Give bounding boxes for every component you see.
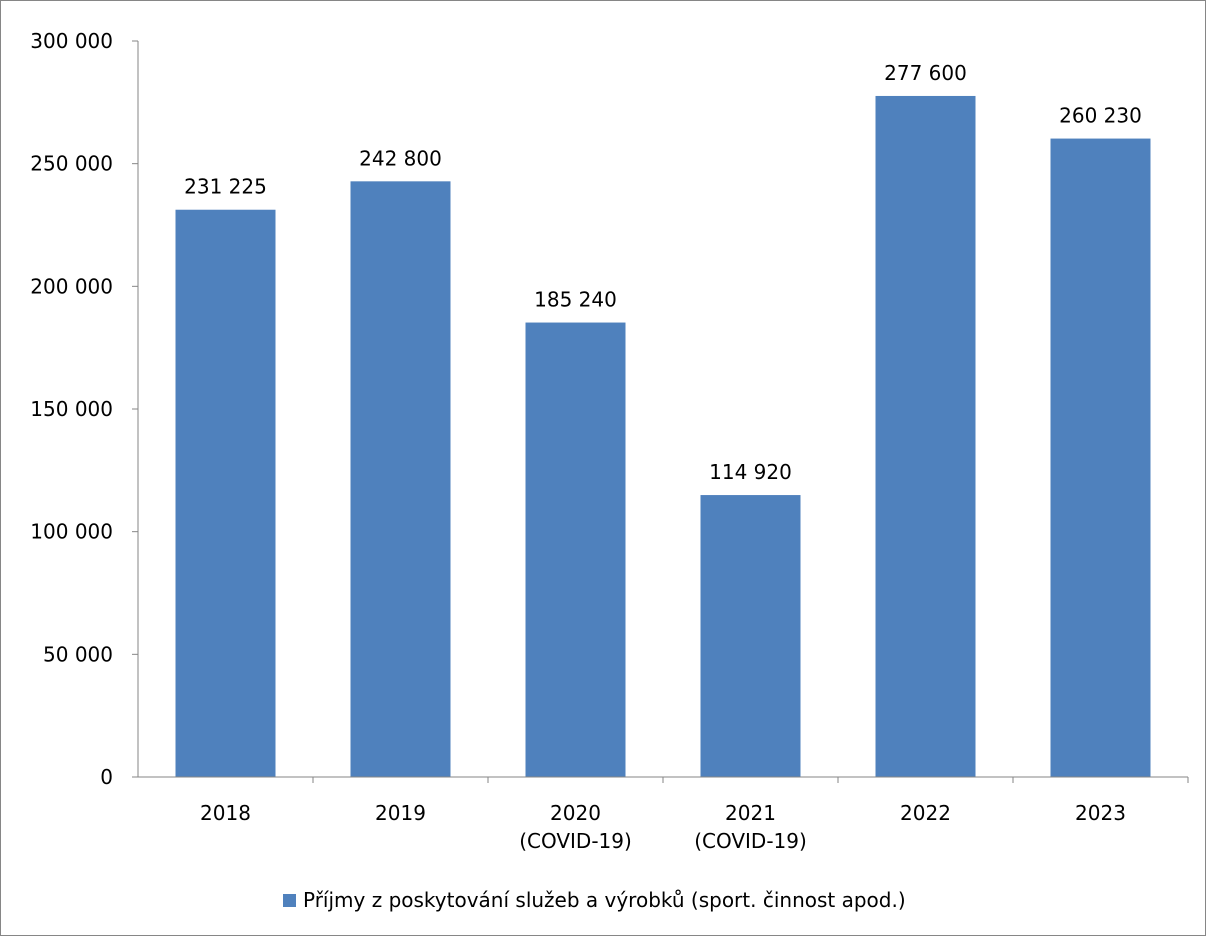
- bar-2018: [175, 209, 276, 777]
- bar-2021: [700, 495, 801, 777]
- y-tick-label: 200 000: [30, 274, 113, 298]
- y-axis: 0 50 000 100 000 150 000 200 000 250 000 300 0…: [30, 29, 139, 789]
- x-tick-label: 2020: [550, 801, 601, 825]
- y-tick-label: 100 000: [30, 520, 113, 544]
- bar-2022: [875, 95, 976, 778]
- legend-label: Příjmy z poskytování služeb a výrobků (s…: [303, 888, 906, 912]
- legend: Příjmy z poskytování služeb a výrobků (s…: [283, 888, 906, 912]
- x-tick-label: 2021: [725, 801, 776, 825]
- data-label: 114 920: [709, 460, 792, 484]
- x-tick-label: 2018: [200, 801, 251, 825]
- y-tick-label: 0: [100, 765, 113, 789]
- data-label: 231 225: [184, 175, 267, 199]
- bar-2020: [525, 322, 626, 777]
- data-label: 185 240: [534, 288, 617, 312]
- x-tick-label: (COVID-19): [519, 829, 632, 853]
- bars: 231 225 242 800 185 240 114 920 277 600 260 2…: [175, 61, 1151, 778]
- x-tick-label: 2019: [375, 801, 426, 825]
- x-axis: 2018 2019 2020 (COVID-19) 2021 (COVID-19) 2022…: [138, 776, 1189, 853]
- y-tick-label: 300 000: [30, 29, 113, 53]
- legend-swatch: [283, 894, 296, 907]
- y-tick-label: 50 000: [43, 642, 113, 666]
- x-tick-label: 2022: [900, 801, 951, 825]
- y-tick-label: 150 000: [30, 397, 113, 421]
- data-label: 242 800: [359, 146, 442, 170]
- y-tick-label: 250 000: [30, 152, 113, 176]
- data-label: 277 600: [884, 61, 967, 85]
- bar-2019: [350, 181, 451, 777]
- x-tick-label: 2023: [1075, 801, 1126, 825]
- data-label: 260 230: [1059, 104, 1142, 128]
- x-tick-label: (COVID-19): [694, 829, 807, 853]
- bar-2023: [1050, 138, 1151, 777]
